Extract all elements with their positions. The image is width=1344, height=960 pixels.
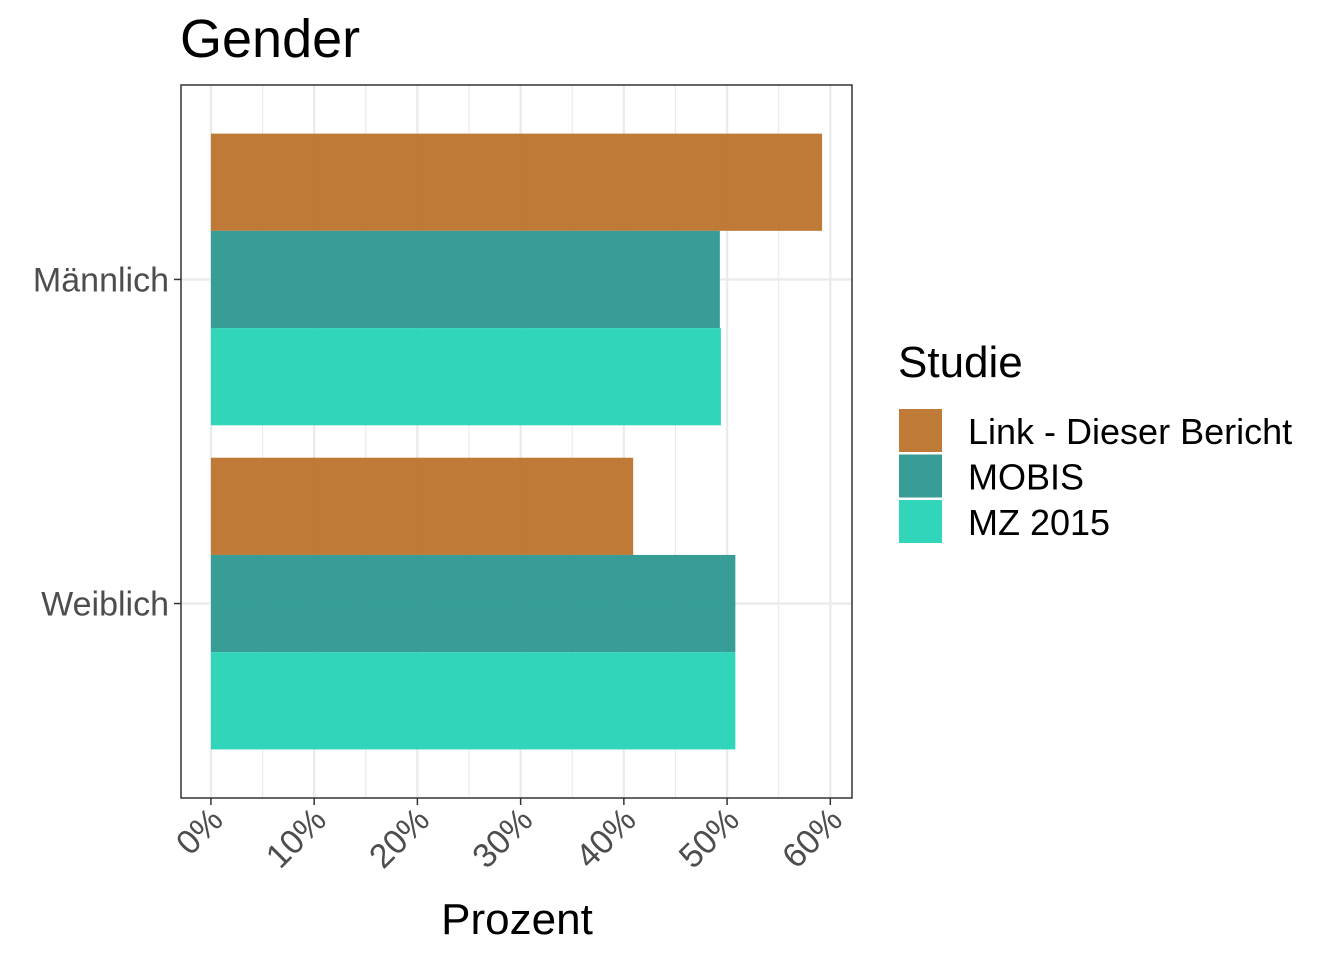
- x-tick-label: 50%: [672, 801, 747, 876]
- bar: [210, 328, 721, 426]
- x-tick-label: 40%: [569, 801, 644, 876]
- x-tick-label: 60%: [775, 801, 850, 876]
- x-axis: 0% 10% 20% 30% 40% 50% 60%: [169, 798, 850, 876]
- bars: [210, 133, 823, 750]
- y-axis: Männlich Weiblich: [33, 261, 181, 624]
- x-tick-label: 20%: [362, 801, 437, 876]
- legend-key: [899, 500, 942, 543]
- bar: [210, 457, 634, 555]
- bar: [210, 652, 736, 750]
- bar: [210, 554, 736, 653]
- y-tick-label: Männlich: [33, 261, 169, 299]
- legend-key: [899, 409, 942, 452]
- legend-label: MOBIS: [968, 457, 1084, 498]
- legend-label: MZ 2015: [968, 502, 1110, 543]
- x-tick-label: 10%: [259, 801, 334, 876]
- legend-label: Link - Dieser Bericht: [968, 411, 1292, 452]
- x-tick-label: 0%: [169, 801, 231, 863]
- legend-title: Studie: [898, 338, 1023, 387]
- chart-title: Gender: [180, 9, 360, 69]
- panel-border: [180, 84, 853, 799]
- x-axis-title: Prozent: [441, 895, 593, 944]
- x-tick-label: 30%: [465, 801, 540, 876]
- y-tick-label: Weiblich: [41, 586, 169, 624]
- bar: [210, 230, 720, 329]
- legend-key: [899, 454, 942, 498]
- bar: [210, 133, 823, 231]
